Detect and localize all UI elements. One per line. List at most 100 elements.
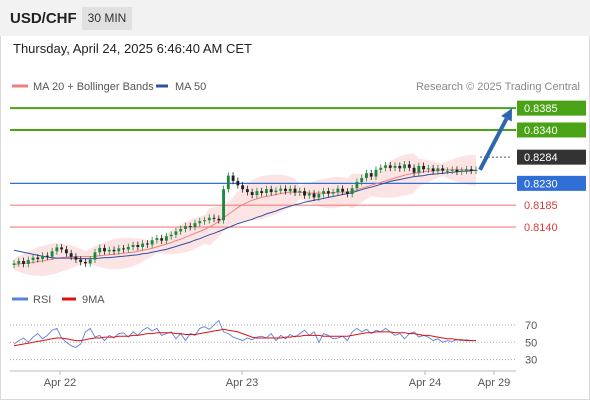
candle-body xyxy=(465,169,468,171)
x-axis: Apr 22 Apr 23 Apr 24 Apr 29 xyxy=(44,371,510,389)
candle-body xyxy=(150,240,154,245)
candle-body xyxy=(112,249,116,252)
candle-body xyxy=(374,169,378,177)
candle-body xyxy=(365,173,368,179)
candle-body xyxy=(407,164,411,168)
candle-body xyxy=(79,259,83,262)
candle-body xyxy=(450,169,454,171)
symbol-title: USD/CHF xyxy=(10,10,77,27)
candle-body xyxy=(141,243,145,247)
candle-body xyxy=(145,243,149,245)
header-bar: USD/CHF 30 MIN xyxy=(0,0,590,36)
candle-body xyxy=(331,192,335,194)
candle-body xyxy=(193,223,197,228)
candle-body xyxy=(250,192,254,196)
pivot-tag xyxy=(517,175,586,191)
candle-body xyxy=(379,167,383,170)
candles xyxy=(12,161,478,269)
candle-body xyxy=(445,170,449,172)
level-labels: 0.8385 0.8340 0.8284 0.8230 0.8185 0.8140 xyxy=(517,100,586,234)
candle-body xyxy=(50,251,54,257)
candle-body xyxy=(198,221,202,224)
candle-body xyxy=(69,253,73,257)
candle-body xyxy=(74,256,78,260)
candle-body xyxy=(64,249,68,254)
candle-body xyxy=(269,189,273,193)
candle-body xyxy=(422,165,426,170)
candle-body xyxy=(307,193,311,196)
current-price-label: 0.8284 xyxy=(524,152,558,164)
candle-body xyxy=(203,220,206,222)
candle-body xyxy=(336,188,340,193)
resistance-tag xyxy=(517,122,586,138)
candle-body xyxy=(164,236,168,241)
candle-body xyxy=(312,193,316,198)
bollinger-bands xyxy=(14,153,476,277)
candle-body xyxy=(412,167,416,173)
candle-body xyxy=(155,238,159,241)
candle-body xyxy=(212,217,216,219)
legend-9ma-label: 9MA xyxy=(82,294,105,306)
x-tick-label: Apr 23 xyxy=(226,377,258,389)
candle-body xyxy=(384,165,387,168)
rsi-grid: 70 50 30 xyxy=(10,320,537,367)
candle-body xyxy=(265,189,268,194)
candle-body xyxy=(160,238,164,241)
candle-body xyxy=(188,226,192,228)
candle-body xyxy=(22,261,25,264)
candle-body xyxy=(398,165,402,169)
candle-body xyxy=(298,191,302,193)
candle-body xyxy=(88,259,92,264)
candle-body xyxy=(317,194,321,198)
support-label: 0.8140 xyxy=(524,222,558,234)
legend-rsi-label: RSI xyxy=(33,294,51,306)
resistance-label: 0.8385 xyxy=(524,103,558,115)
candle-body xyxy=(345,191,349,195)
candle-body xyxy=(122,248,125,250)
candle-body xyxy=(26,260,30,264)
candle-body xyxy=(60,247,64,250)
candle-body xyxy=(217,218,221,221)
x-tick-label: Apr 29 xyxy=(478,377,510,389)
ma50-line xyxy=(13,169,477,260)
rsi-line xyxy=(13,319,476,349)
candle-body xyxy=(417,165,421,173)
candle-body xyxy=(93,252,97,260)
candle-body xyxy=(284,188,287,192)
legend-bollinger-label: MA 20 + Bollinger Bands xyxy=(33,81,154,93)
candle-body xyxy=(98,247,102,253)
bollinger-band-area xyxy=(14,153,476,277)
candle-body xyxy=(241,185,245,190)
candle-body xyxy=(426,168,430,170)
candle-body xyxy=(17,261,21,264)
candle-body xyxy=(341,188,345,192)
candle-body xyxy=(436,168,440,172)
pivot-label: 0.8230 xyxy=(524,178,558,190)
candle-body xyxy=(84,261,87,264)
candle-body xyxy=(169,234,173,237)
candle-body xyxy=(355,181,359,189)
candle-body xyxy=(236,180,240,186)
candle-body xyxy=(231,175,235,181)
forecast-arrow-head xyxy=(501,108,512,122)
support-label: 0.8185 xyxy=(524,200,558,212)
candle-body xyxy=(303,191,306,196)
timeframe-button[interactable]: 30 MIN xyxy=(82,7,132,30)
current-price-tag xyxy=(517,149,586,165)
candle-body xyxy=(136,244,140,247)
candle-body xyxy=(31,257,35,261)
candle-body xyxy=(403,164,406,169)
candle-body xyxy=(393,165,397,168)
candle-body xyxy=(431,168,435,172)
candle-body xyxy=(293,188,297,193)
candle-body xyxy=(126,246,130,250)
chart-datetime: Thursday, April 24, 2025 6:46:40 AM CET xyxy=(13,41,252,56)
candle-body xyxy=(455,169,459,172)
rsi-tick-label: 70 xyxy=(525,320,537,332)
forecast-arrow xyxy=(478,108,512,171)
resistance-label: 0.8340 xyxy=(524,125,558,137)
candle-body xyxy=(350,188,354,195)
candle-body xyxy=(41,255,45,260)
price-levels xyxy=(10,107,516,228)
